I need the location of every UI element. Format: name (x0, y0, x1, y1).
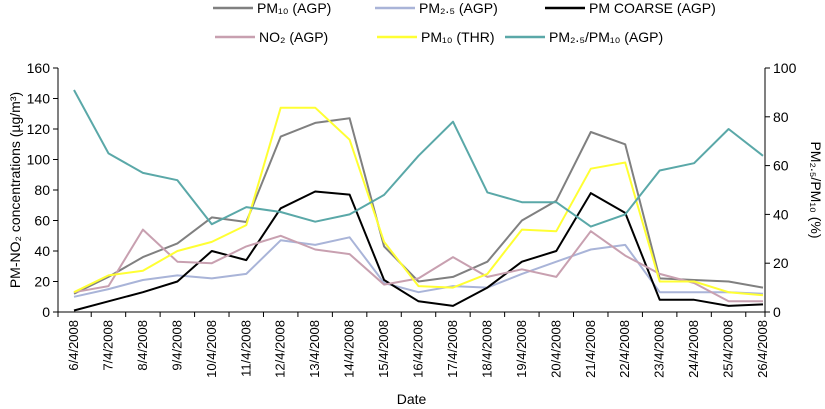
x-tick-label: 6/4/2008 (66, 320, 81, 371)
x-tick-label: 21/4/2008 (583, 320, 598, 378)
y-tick-label: 40 (34, 243, 50, 259)
legend-label: PM₂.₅/PM₁₀ (AGP) (549, 29, 663, 45)
legend: PM₁₀ (AGP) PM₂.₅ (AGP) PM COARSE (AGP) NO₂ … (213, 0, 716, 45)
x-tick-label: 14/4/2008 (342, 320, 357, 378)
y-tick-label: 120 (27, 121, 51, 137)
legend-label: PM COARSE (AGP) (589, 0, 716, 16)
y-tick-label: 20 (34, 274, 50, 290)
x-tick-label: 11/4/2008 (238, 320, 253, 377)
x-tick-label: 26/4/2008 (755, 320, 770, 378)
y2-tick-label: 80 (773, 109, 789, 125)
y-tick-label: 80 (34, 182, 50, 198)
series-line-3 (73, 190, 764, 312)
y-tick-label: 0 (42, 304, 50, 320)
x-tick-label: 13/4/2008 (307, 320, 322, 378)
legend-label: PM₂.₅ (AGP) (419, 0, 498, 16)
series-line-4 (73, 228, 763, 303)
series-line-2 (73, 236, 764, 298)
x-tick-label: 9/4/2008 (169, 320, 184, 371)
x-tick-label: 19/4/2008 (514, 320, 529, 378)
y2-tick-label: 0 (773, 304, 781, 320)
series-line-6 (73, 89, 764, 228)
legend-label: NO₂ (AGP) (259, 29, 328, 45)
x-tick-label: 18/4/2008 (479, 320, 494, 378)
x-tick-label: 24/4/2008 (686, 320, 701, 378)
y-tick-label: 160 (27, 60, 51, 76)
legend-label: PM₁₀ (AGP) (257, 0, 331, 16)
axes: 0 20 40 60 80 100 120 140 160 0 20 40 60 80 100 6/4/200… (27, 60, 797, 378)
y-tick-label: 60 (34, 213, 50, 229)
series-lines (73, 89, 764, 312)
y2-axis-label: PM₂.₅/PM₁₀ (%) (808, 141, 824, 238)
x-tick-label: 10/4/2008 (204, 320, 219, 378)
x-tick-label: 23/4/2008 (652, 320, 667, 378)
x-tick-label: 12/4/2008 (273, 320, 288, 378)
x-tick-label: 20/4/2008 (548, 320, 563, 378)
series-line-1 (73, 117, 764, 295)
y-tick-label: 100 (27, 152, 51, 168)
y2-tick-label: 40 (773, 206, 789, 222)
x-tick-label: 7/4/2008 (100, 320, 115, 371)
x-tick-label: 8/4/2008 (135, 320, 150, 371)
legend-label: PM₁₀ (THR) (421, 29, 495, 45)
x-tick-label: 17/4/2008 (445, 320, 460, 378)
y2-tick-label: 60 (773, 158, 789, 174)
y2-tick-label: 20 (773, 255, 789, 271)
y-tick-label: 140 (27, 91, 51, 107)
y2-tick-label: 100 (773, 60, 797, 76)
x-tick-label: 15/4/2008 (376, 320, 391, 378)
x-tick-label: 16/4/2008 (411, 320, 426, 378)
y-axis-label: PM-NO₂ concentrations (µg/m³) (7, 92, 23, 288)
x-axis-label: Date (397, 391, 427, 407)
x-tick-label: 25/4/2008 (721, 320, 736, 378)
series-line-5 (73, 106, 764, 297)
x-tick-label: 22/4/2008 (617, 320, 632, 378)
